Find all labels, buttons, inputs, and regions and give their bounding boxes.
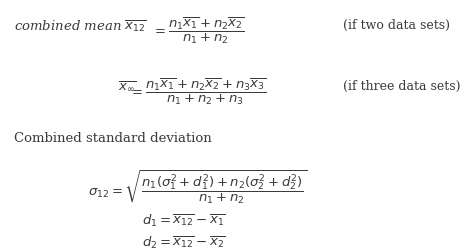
Text: $\sigma_{12} = \sqrt{\dfrac{n_1(\sigma_1^2+d_1^2)+n_2(\sigma_2^2+d_2^2)}{n_1+n_2: $\sigma_{12} = \sqrt{\dfrac{n_1(\sigma_1… bbox=[88, 167, 308, 205]
Text: $\overline{x_{\infty}}$: $\overline{x_{\infty}}$ bbox=[118, 80, 137, 93]
Text: (if two data sets): (if two data sets) bbox=[343, 19, 450, 32]
Text: combined mean $\overline{x_{12}}$: combined mean $\overline{x_{12}}$ bbox=[14, 18, 147, 34]
Text: Combined standard deviation: Combined standard deviation bbox=[14, 131, 212, 144]
Text: $d_1 = \overline{x_{12}}-\overline{x_1}$: $d_1 = \overline{x_{12}}-\overline{x_1}$ bbox=[142, 212, 226, 228]
Text: $= \dfrac{n_1\overline{x_1}+n_2\overline{x_2}+n_3\overline{x_3}}{n_1+n_2+n_3}$: $= \dfrac{n_1\overline{x_1}+n_2\overline… bbox=[129, 76, 266, 107]
Text: (if three data sets): (if three data sets) bbox=[343, 80, 461, 93]
Text: $= \dfrac{n_1\overline{x_1}+n_2\overline{x_2}}{n_1+n_2}$: $= \dfrac{n_1\overline{x_1}+n_2\overline… bbox=[152, 15, 244, 46]
Text: $d_2 = \overline{x_{12}}-\overline{x_2}$: $d_2 = \overline{x_{12}}-\overline{x_2}$ bbox=[142, 234, 226, 250]
